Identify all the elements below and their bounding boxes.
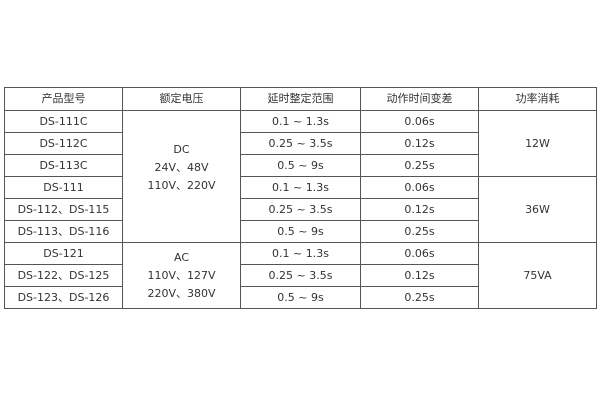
model-cell: DS-111C [4, 110, 123, 133]
header-voltage: 额定电压 [122, 87, 241, 111]
table-row: DS-121 AC 110V、127V 220V、380V 0.1 ~ 1.3s 0… [4, 242, 597, 309]
model-cell: DS-111 [4, 176, 123, 199]
power-cell: 75VA [478, 242, 597, 309]
table-row: DS-123、DS-126 0.5 ~ 9s 0.25s [4, 286, 597, 309]
table-row: DS-113、DS-116 0.5 ~ 9s 0.25s [4, 220, 597, 243]
power-cell: 36W [478, 176, 597, 243]
voltage-values: 110V、127V [147, 268, 216, 282]
variation-cell: 0.06s [360, 110, 479, 133]
variation-cell: 0.12s [360, 198, 479, 221]
variation-cell: 0.12s [360, 132, 479, 155]
model-cell: DS-122、DS-125 [4, 264, 123, 287]
header-time-variation: 动作时间变差 [360, 87, 479, 111]
header-model: 产品型号 [4, 87, 123, 111]
header-delay-range: 延时整定范围 [240, 87, 361, 111]
table-row: DS-113C 0.5 ~ 9s 0.25s [4, 154, 597, 177]
range-cell: 0.1 ~ 1.3s [240, 176, 361, 199]
table-row: DS-111 0.1 ~ 1.3s 0.06s 36W [4, 176, 597, 243]
range-cell: 0.25 ~ 3.5s [240, 198, 361, 221]
voltage-type: AC [173, 250, 189, 264]
range-cell: 0.1 ~ 1.3s [240, 242, 361, 265]
header-row: 产品型号 额定电压 延时整定范围 动作时间变差 功率消耗 [4, 87, 597, 111]
specification-table: 产品型号 额定电压 延时整定范围 动作时间变差 功率消耗 DS-111C DC 2… [4, 87, 597, 309]
table-row: DS-122、DS-125 0.25 ~ 3.5s 0.12s [4, 264, 597, 287]
model-cell: DS-113C [4, 154, 123, 177]
variation-cell: 0.25s [360, 220, 479, 243]
range-cell: 0.25 ~ 3.5s [240, 264, 361, 287]
range-cell: 0.5 ~ 9s [240, 286, 361, 309]
header-power: 功率消耗 [478, 87, 597, 111]
power-cell: 12W [478, 110, 597, 177]
model-cell: DS-112C [4, 132, 123, 155]
range-cell: 0.5 ~ 9s [240, 154, 361, 177]
model-cell: DS-123、DS-126 [4, 286, 123, 309]
voltage-type: DC [173, 142, 190, 156]
voltage-values: 110V、220V [147, 178, 216, 192]
model-cell: DS-121 [4, 242, 123, 265]
range-cell: 0.5 ~ 9s [240, 220, 361, 243]
variation-cell: 0.25s [360, 286, 479, 309]
voltage-values: 220V、380V [147, 286, 216, 300]
variation-cell: 0.12s [360, 264, 479, 287]
voltage-values: 24V、48V [154, 160, 209, 174]
range-cell: 0.1 ~ 1.3s [240, 110, 361, 133]
voltage-dc-cell: DC 24V、48V 110V、220V [122, 110, 241, 243]
range-cell: 0.25 ~ 3.5s [240, 132, 361, 155]
variation-cell: 0.06s [360, 176, 479, 199]
table-row: DS-111C DC 24V、48V 110V、220V 0.1 ~ 1.3s 0.… [4, 110, 597, 243]
variation-cell: 0.25s [360, 154, 479, 177]
model-cell: DS-113、DS-116 [4, 220, 123, 243]
voltage-ac-cell: AC 110V、127V 220V、380V [122, 242, 241, 309]
model-cell: DS-112、DS-115 [4, 198, 123, 221]
variation-cell: 0.06s [360, 242, 479, 265]
